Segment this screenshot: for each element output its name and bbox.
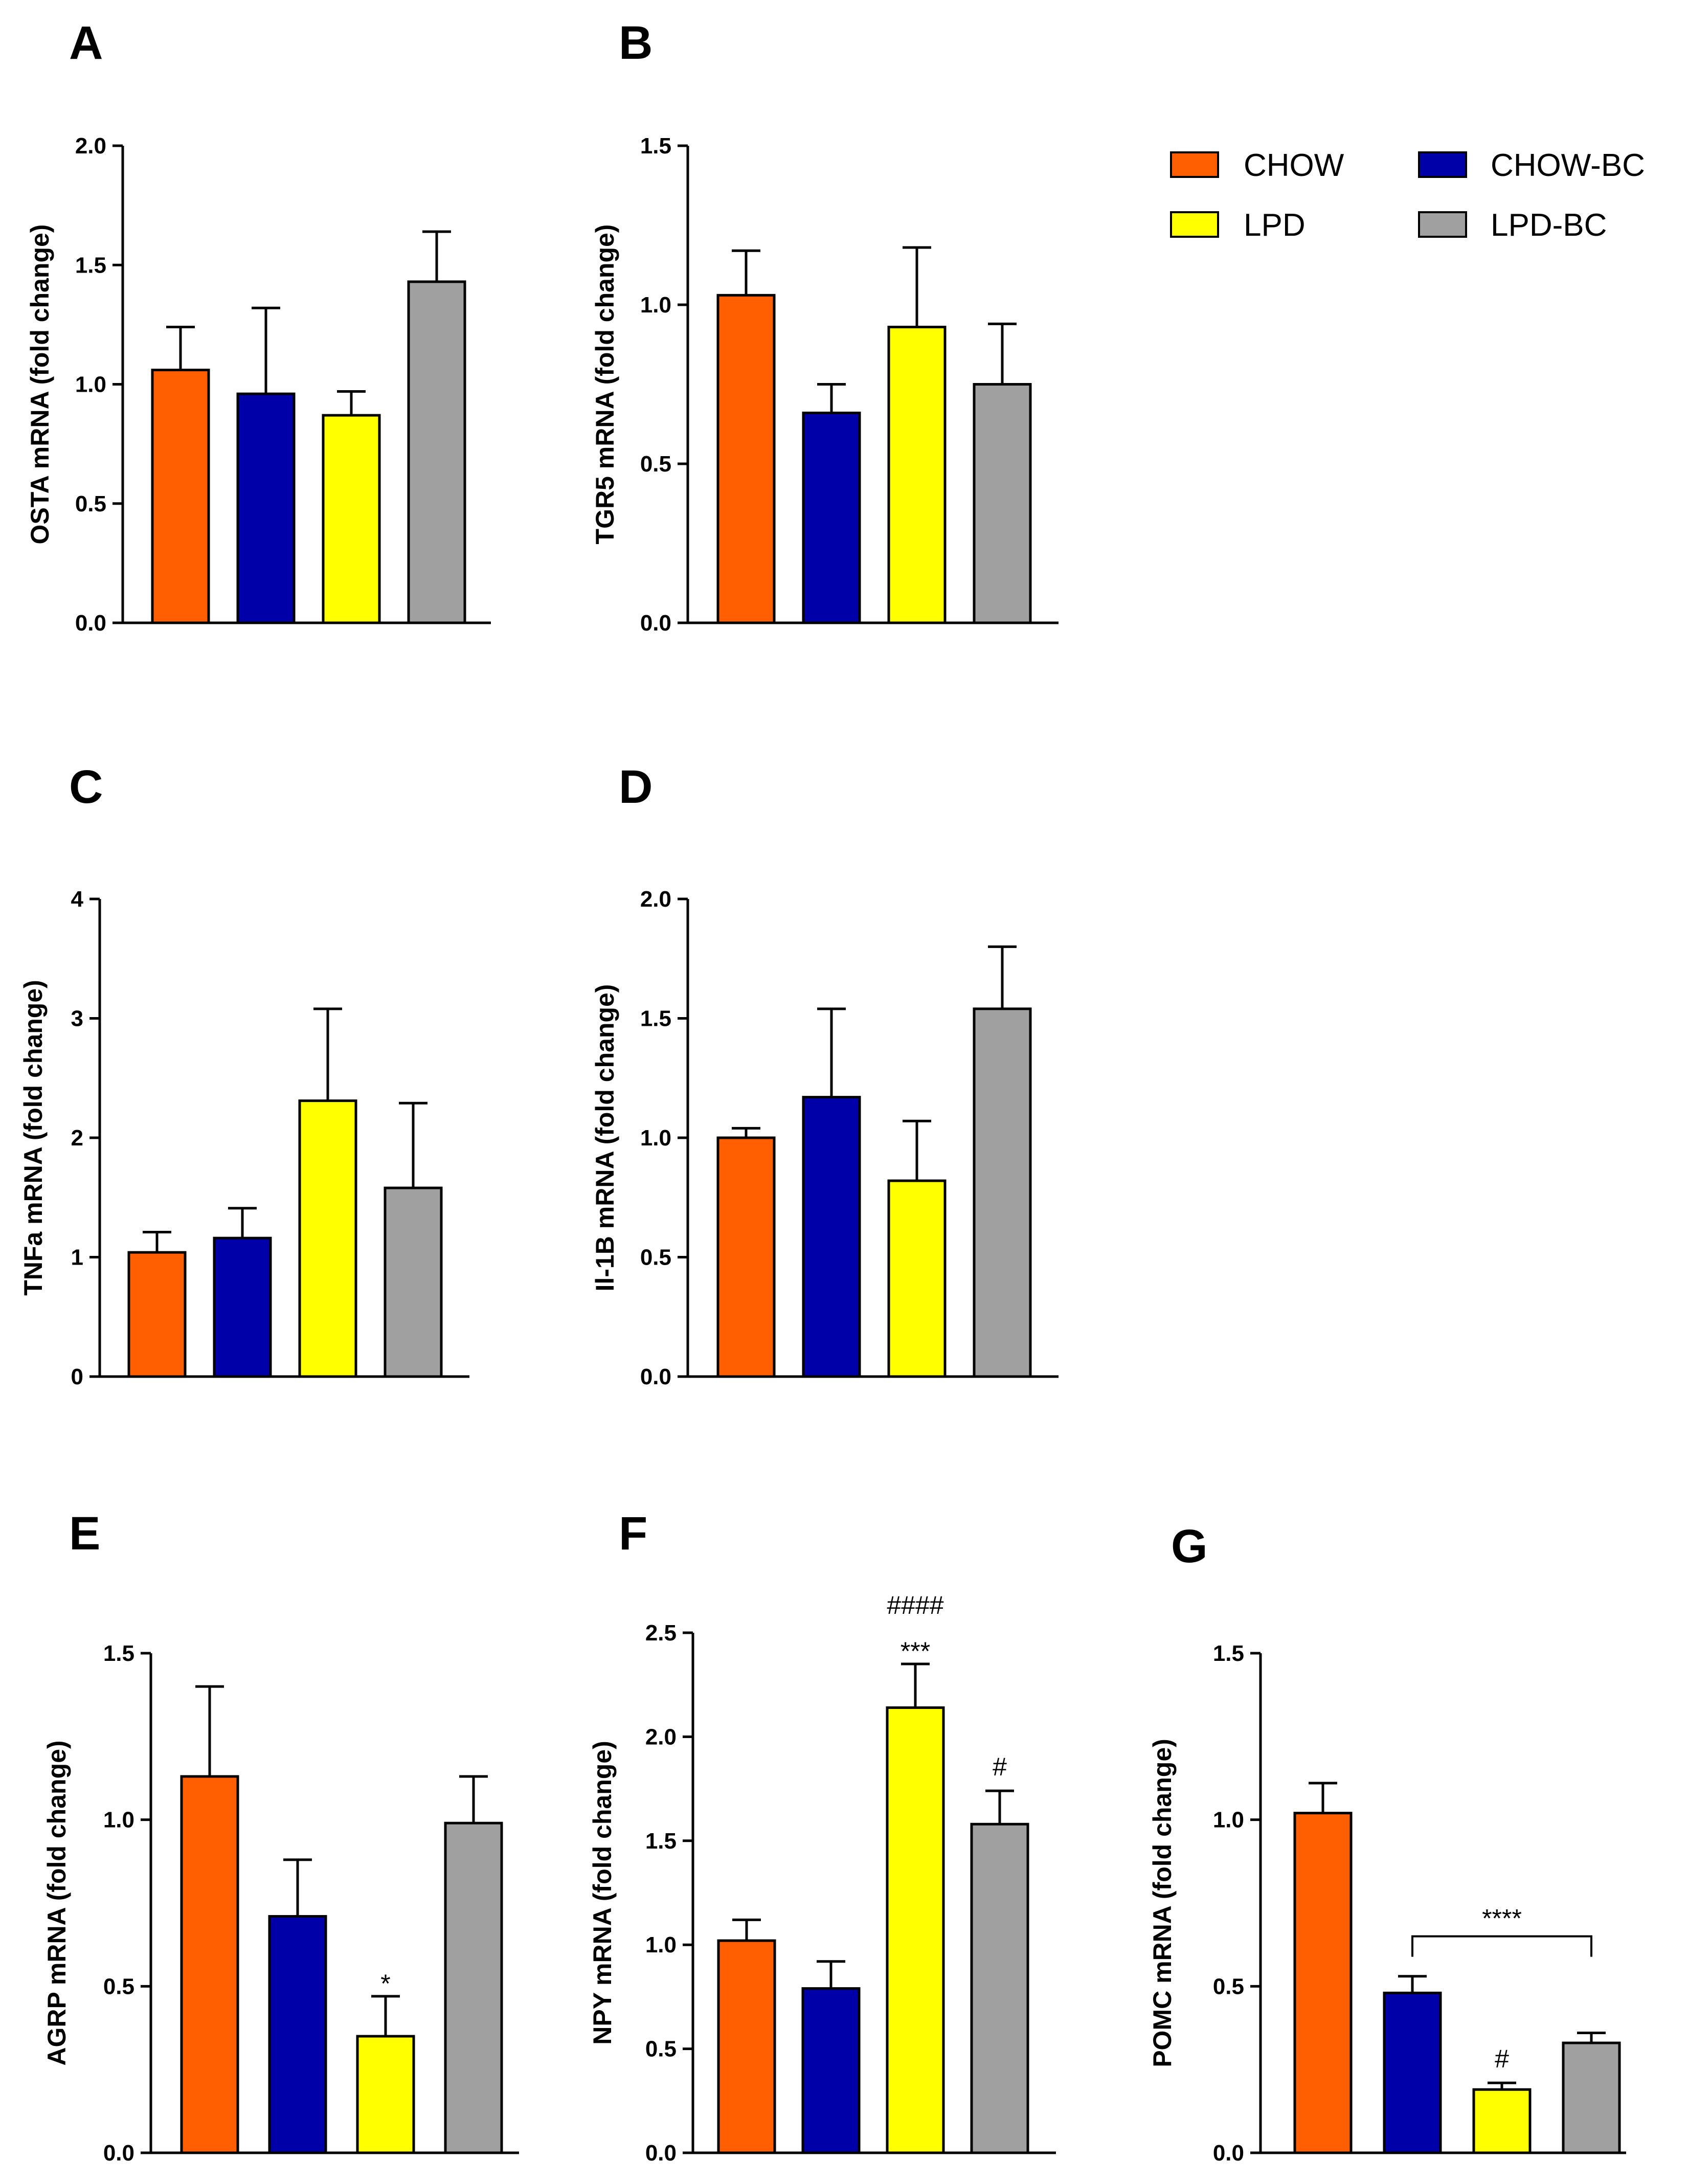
bar-chow <box>717 1939 776 2154</box>
chart-panel-g: 0.0 0.5 1.0 1.5 POMC mRNA (fold change) # **** <box>1148 1641 1626 2166</box>
y-tick-label: 2.0 <box>75 133 106 159</box>
y-tick-label: 2.0 <box>645 1724 677 1749</box>
chart-panel-e: 0.0 0.5 1.0 1.5 AGRP mRNA (fold change) * <box>42 1641 519 2166</box>
legend-label-lpd: LPD <box>1244 208 1306 243</box>
significance-label: #### <box>887 1591 943 1619</box>
panel-letter-b: B <box>619 17 652 69</box>
chart-panel-b: 0.0 0.5 1.0 1.5 TGR5 mRNA (fold change) <box>591 133 1059 636</box>
panel-letter-g: G <box>1171 1520 1208 1572</box>
bar-chow-bc <box>268 1915 327 2154</box>
y-tick-label: 2.0 <box>640 887 671 912</box>
y-tick-label: 1.5 <box>640 133 671 159</box>
legend-label-lpd-bc: LPD-BC <box>1491 208 1607 243</box>
bar-lpd-bc <box>973 383 1032 624</box>
bar-lpd-bc <box>444 1821 503 2154</box>
y-axis-label: NPY mRNA (fold change) <box>588 1741 617 2044</box>
y-tick-label: 3 <box>71 1006 83 1031</box>
y-axis-label: TGR5 mRNA (fold change) <box>591 224 619 545</box>
chart-panel-d: 0.0 0.5 1.0 1.5 2.0 Il-1B mRNA (fold change) <box>591 887 1059 1389</box>
y-tick-label: 0.0 <box>640 1364 671 1389</box>
significance-label: **** <box>1482 1904 1522 1933</box>
y-tick-label: 0.5 <box>1213 1974 1244 1999</box>
legend-label-chow: CHOW <box>1244 148 1344 183</box>
bar-lpd <box>356 2035 415 2154</box>
chart-panel-c: 0 1 2 3 4 TNFa mRNA (fold change) <box>19 887 469 1389</box>
significance-label: * <box>380 1969 390 1998</box>
legend-label-chow-bc: CHOW-BC <box>1491 148 1645 183</box>
significance-bracket <box>1411 1935 1592 1957</box>
y-tick-label: 1 <box>71 1245 83 1270</box>
y-tick-label: 4 <box>71 887 84 912</box>
legend: CHOW CHOW-BC LPD LPD-BC <box>1170 148 1645 243</box>
y-tick-label: 1.0 <box>1213 1808 1244 1833</box>
bar-lpd-bc <box>973 1007 1032 1378</box>
bar-chow-bc <box>802 411 861 624</box>
y-tick-label: 0 <box>71 1364 83 1389</box>
legend-swatch-lpd <box>1170 211 1219 238</box>
panel-letter-e: E <box>69 1507 100 1560</box>
bar-chow <box>1293 1812 1353 2154</box>
bar-chow-bc <box>1383 1991 1442 2154</box>
bar-chow-bc <box>802 1096 861 1378</box>
y-tick-label: 0.5 <box>645 2037 677 2062</box>
y-axis-label: AGRP mRNA (fold change) <box>42 1740 71 2065</box>
bar-lpd-bc <box>384 1186 443 1378</box>
legend-swatch-chow <box>1170 151 1219 178</box>
y-tick-label: 0.5 <box>75 491 106 516</box>
bar-chow <box>180 1775 239 2154</box>
significance-label: *** <box>901 1637 930 1665</box>
bar-chow-bc <box>213 1236 272 1378</box>
y-tick-label: 2.5 <box>645 1620 677 1646</box>
panel-letter-d: D <box>619 761 652 813</box>
bar-chow <box>716 1136 776 1378</box>
significance-label: # <box>1495 2044 1509 2073</box>
y-tick-label: 1.5 <box>75 253 106 278</box>
y-tick-label: 0.0 <box>640 611 671 636</box>
bar-lpd-bc <box>1562 2041 1621 2154</box>
panel-letter-a: A <box>69 17 103 69</box>
y-tick-label: 0.0 <box>75 611 106 636</box>
bar-lpd <box>886 1706 945 2154</box>
y-tick-label: 1.5 <box>640 1006 671 1031</box>
y-tick-label: 1.0 <box>645 1932 677 1957</box>
significance-label: # <box>993 1752 1007 1781</box>
bar-lpd <box>887 326 947 624</box>
bar-chow-bc <box>236 392 296 624</box>
bar-lpd <box>322 414 381 624</box>
panel-letter-c: C <box>69 761 103 813</box>
bar-lpd-bc <box>407 280 466 624</box>
y-tick-label: 1.0 <box>640 292 671 318</box>
chart-panel-f: 0.0 0.5 1.0 1.5 2.0 2.5 NPY mRNA (fold change)… <box>588 1591 1056 2166</box>
bar-chow <box>151 369 210 624</box>
bar-lpd <box>1472 2088 1532 2154</box>
y-axis-label: TNFa mRNA (fold change) <box>19 980 48 1296</box>
y-axis-label: Il-1B mRNA (fold change) <box>591 984 619 1292</box>
y-tick-label: 1.0 <box>103 1808 134 1833</box>
bar-lpd <box>298 1099 357 1378</box>
y-tick-label: 0.5 <box>103 1974 134 1999</box>
legend-swatch-lpd-bc <box>1418 211 1467 238</box>
y-tick-label: 0.5 <box>640 1245 671 1270</box>
chart-panel-a: 0.0 0.5 1.0 1.5 2.0 OSTA mRNA (fold change) <box>26 133 491 636</box>
bar-chow <box>127 1251 187 1378</box>
legend-swatch-chow-bc <box>1418 151 1467 178</box>
y-tick-label: 1.0 <box>75 372 106 397</box>
y-tick-label: 0.0 <box>1213 2141 1244 2166</box>
bar-chow <box>716 294 776 624</box>
y-tick-label: 1.5 <box>645 1829 677 1854</box>
bar-lpd <box>887 1179 947 1378</box>
y-axis-label: OSTA mRNA (fold change) <box>26 224 54 545</box>
bar-lpd-bc <box>970 1822 1029 2154</box>
y-tick-label: 1.0 <box>640 1125 671 1151</box>
y-axis-label: POMC mRNA (fold change) <box>1148 1739 1177 2067</box>
panel-letter-f: F <box>619 1507 647 1560</box>
y-tick-label: 0.0 <box>645 2141 677 2166</box>
y-tick-label: 0.5 <box>640 452 671 477</box>
y-tick-label: 1.5 <box>1213 1641 1244 1666</box>
y-tick-label: 0.0 <box>103 2141 134 2166</box>
y-tick-label: 1.5 <box>103 1641 134 1666</box>
bar-chow-bc <box>801 1987 861 2154</box>
y-tick-label: 2 <box>71 1125 83 1151</box>
